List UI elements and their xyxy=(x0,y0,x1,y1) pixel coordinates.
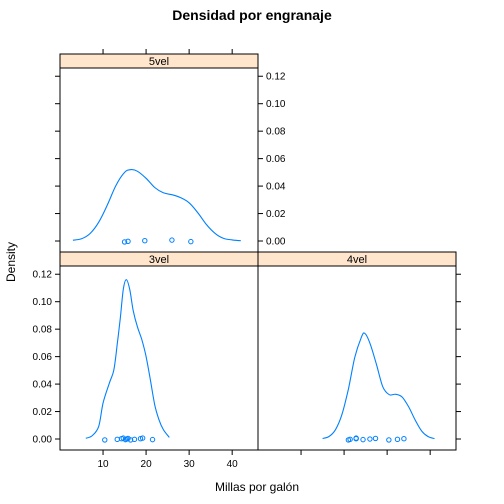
x-axis-label: Millas por galón xyxy=(215,480,299,494)
x-tick-label: 40 xyxy=(227,459,239,470)
chart-title: Densidad por engranaje xyxy=(172,7,332,23)
panel-5vel: 5vel 0.00 0.02 0.04 0.06 0.08 0.10 0.12 xyxy=(55,49,286,253)
data-point xyxy=(401,436,407,442)
panel-4vel: 4vel xyxy=(257,251,461,455)
y-tick-label: 0.02 xyxy=(266,209,286,220)
data-point xyxy=(347,436,353,443)
y-tick-label: 0.06 xyxy=(266,154,286,165)
data-point xyxy=(121,239,128,245)
data-point xyxy=(169,237,175,243)
panel-3vel: 3vel 10 20 30 40 0.00 0.02 0.04 0.06 0.08 0.10 0.12 xyxy=(33,251,259,470)
data-point xyxy=(149,436,156,443)
x-tick-label: 10 xyxy=(97,459,109,470)
density-line-3vel xyxy=(85,279,170,439)
data-point xyxy=(114,436,120,443)
data-point xyxy=(360,436,366,443)
data-point xyxy=(131,436,138,443)
y-tick-label: 0.04 xyxy=(33,380,53,391)
data-point xyxy=(386,437,392,443)
y-tick-label: 0.04 xyxy=(266,182,286,193)
y-tick-label: 0.10 xyxy=(266,99,286,110)
density-line-4vel xyxy=(322,332,435,440)
data-point xyxy=(394,436,401,443)
strip-label-5vel: 5vel xyxy=(149,56,169,68)
data-point xyxy=(367,436,373,442)
y-tick-label: 0.00 xyxy=(33,435,53,446)
data-point xyxy=(102,437,108,443)
y-tick-label: 0.12 xyxy=(33,270,53,281)
x-tick-label: 20 xyxy=(141,459,153,470)
y-tick-label: 0.00 xyxy=(266,237,286,248)
panel-frame-5vel xyxy=(59,67,259,253)
density-line-5vel xyxy=(72,169,241,242)
data-point xyxy=(139,435,146,441)
y-tick-label: 0.08 xyxy=(33,325,53,336)
data-point xyxy=(142,238,148,244)
y-axis-label: Density xyxy=(4,242,18,282)
y-tick-label: 0.10 xyxy=(33,297,53,308)
data-point xyxy=(372,435,379,442)
strip-label-3vel: 3vel xyxy=(149,254,169,266)
panel-frame-4vel xyxy=(257,265,457,451)
panel-frame-3vel xyxy=(59,265,259,451)
data-point xyxy=(125,238,131,245)
y-tick-label: 0.12 xyxy=(266,72,286,83)
data-point xyxy=(188,238,194,245)
strip-label-4vel: 4vel xyxy=(347,254,367,266)
y-tick-label: 0.08 xyxy=(266,127,286,138)
y-tick-label: 0.06 xyxy=(33,352,53,363)
y-tick-label: 0.02 xyxy=(33,407,53,418)
x-tick-label: 30 xyxy=(184,459,196,470)
data-point xyxy=(353,435,359,441)
